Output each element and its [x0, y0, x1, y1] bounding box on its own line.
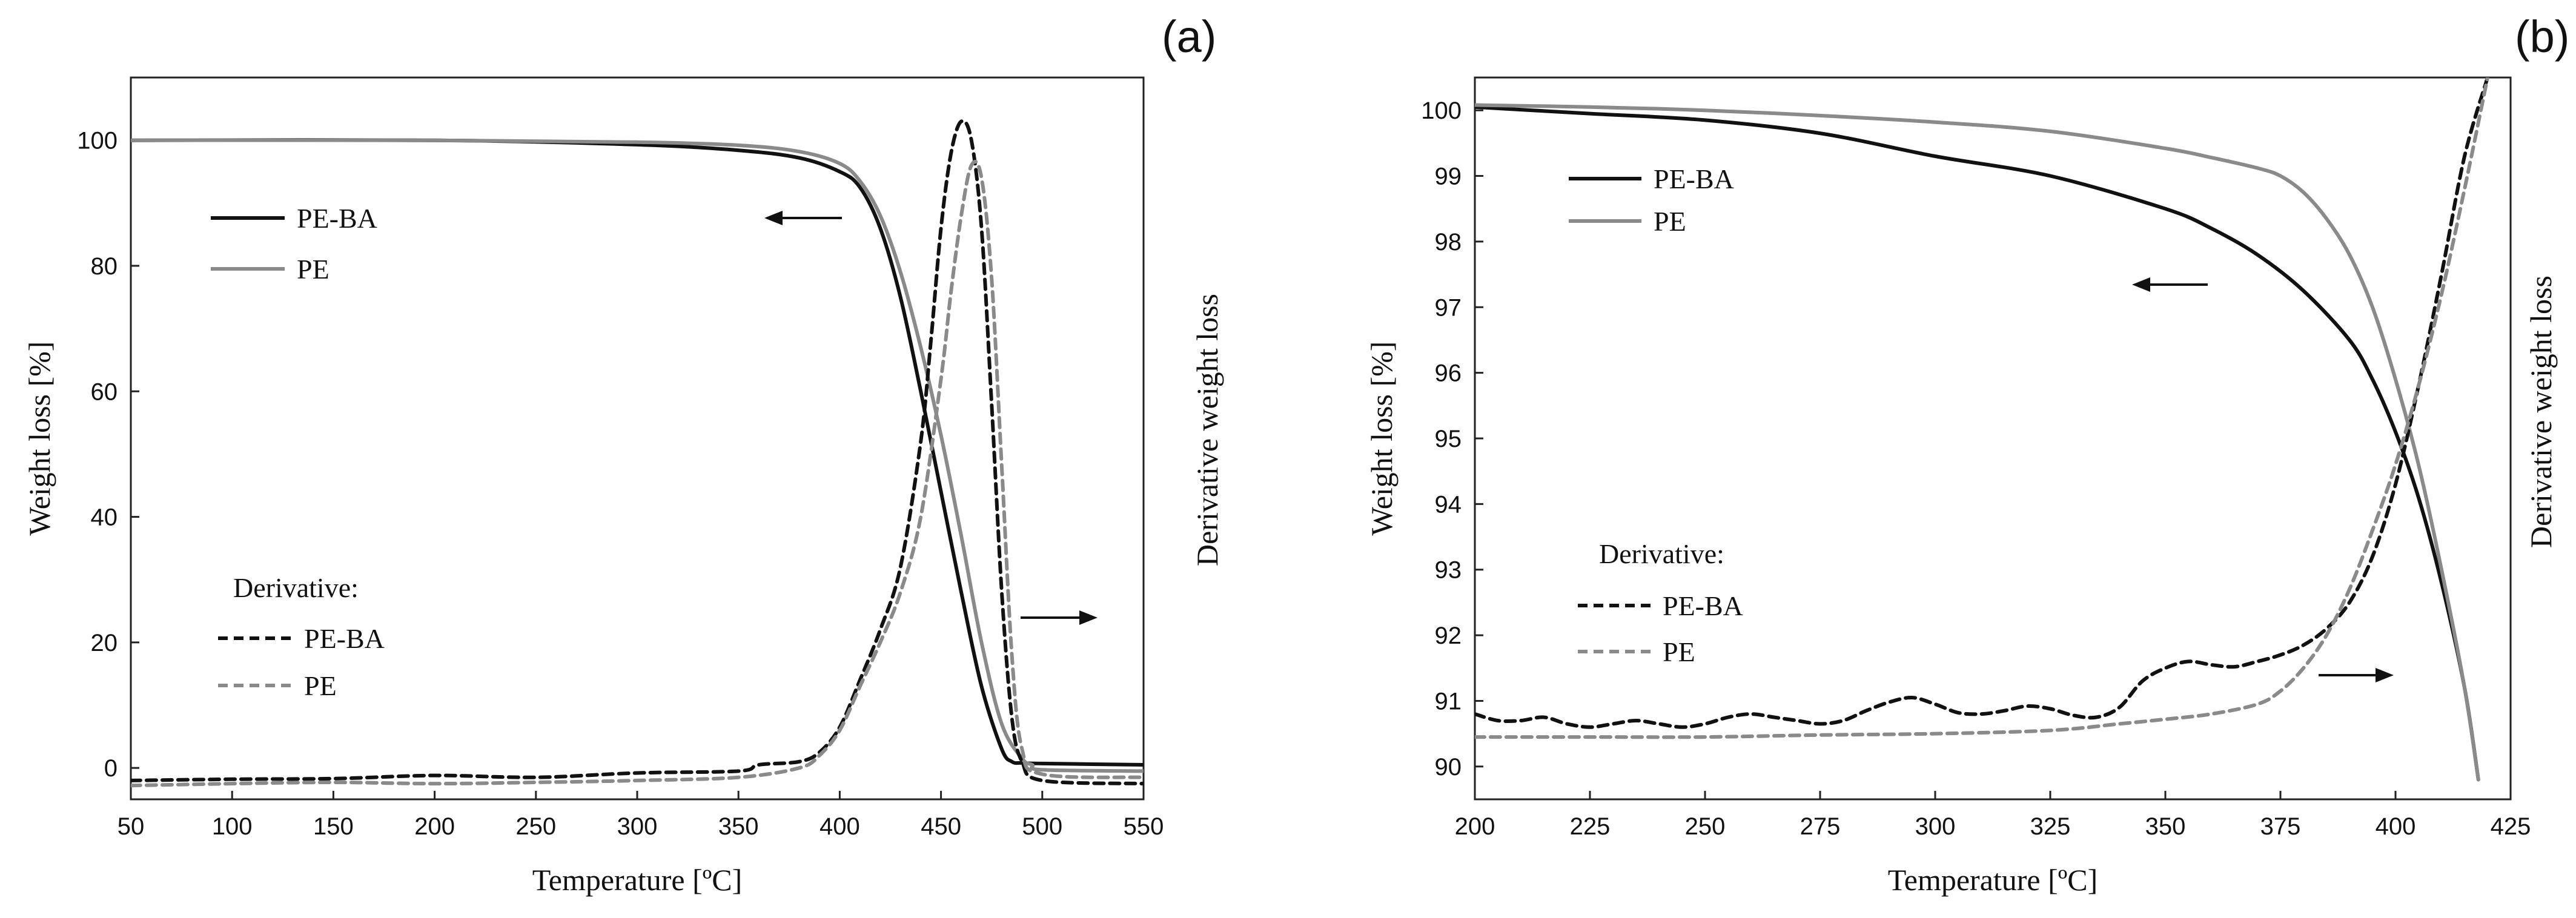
panel-a-x-tick-label: 250 — [515, 813, 556, 840]
panel-b-x-tick-label: 275 — [1800, 813, 1841, 840]
panel-b-y-tick-label: 92 — [1435, 622, 1462, 649]
legend-label-pe-ba-weight: PE-BA — [297, 203, 377, 234]
panel-a-legend-derivative: Derivative: PE-BA PE — [218, 572, 385, 701]
panel-a-x-tick-label: 450 — [921, 813, 961, 840]
panel-b-y2-axis-title: Derivative weight loss — [2524, 276, 2558, 548]
panel-a-series-pe-ba-derivative — [131, 119, 1144, 786]
panel-a-axis-ticks: 50 100 150 200 250 300 350 400 450 500 550 0 20 40 60 8… — [77, 128, 1164, 840]
legend-label-pe-derivative: PE — [304, 670, 337, 701]
panel-b-arrow-left — [2132, 277, 2208, 292]
legend-label-pe-weight: PE — [297, 254, 329, 285]
panel-b-series-pe-weight-loss — [1475, 103, 2480, 782]
panel-a-y-tick-label: 20 — [91, 630, 118, 656]
legend-label-pe-ba-weight: PE-BA — [1654, 163, 1734, 194]
panel-a-y-tick-label: 80 — [91, 253, 118, 280]
legend-label-pe-ba-derivative: PE-BA — [304, 623, 385, 654]
panel-a-arrow-left — [764, 211, 842, 225]
panel-b-y-tick-label: 90 — [1435, 754, 1462, 781]
panel-a-x-axis-title: Temperature [ºC] — [532, 863, 743, 897]
panel-b-axis-ticks: 200 225 250 275 300 325 350 375 400 425 90 91 92 93 94… — [1421, 97, 2531, 840]
panel-a-x-tick-label: 150 — [313, 813, 354, 840]
panel-b-y-tick-label: 97 — [1435, 294, 1462, 321]
panel-a-series-pe-derivative — [131, 159, 1144, 788]
panel-a-label: (a) — [1162, 12, 1216, 62]
legend-derivative-title: Derivative: — [1599, 538, 1724, 569]
panel-b-x-axis-title: Temperature [ºC] — [1888, 863, 2098, 897]
panel-a-chart: 50 100 150 200 250 300 350 400 450 500 550 0 20 40 60 8… — [22, 12, 1224, 897]
panel-b-y-tick-label: 93 — [1435, 557, 1462, 584]
panel-b-y-tick-label: 95 — [1435, 426, 1462, 452]
panel-b-x-tick-label: 375 — [2260, 813, 2301, 840]
panel-a-series-pe-weight-loss — [131, 138, 1144, 773]
panel-b-series-pe-ba-derivative — [1475, 78, 2489, 729]
panel-b-x-tick-label: 425 — [2491, 813, 2531, 840]
panel-a-x-tick-label: 300 — [617, 813, 658, 840]
panel-a-y2-axis-title: Derivative weight loss — [1190, 294, 1224, 566]
legend-label-pe-weight: PE — [1654, 206, 1686, 237]
legend-label-pe-derivative: PE — [1663, 636, 1695, 667]
panel-b-y-tick-label: 96 — [1435, 360, 1462, 387]
panel-b-label: (b) — [2515, 12, 2569, 62]
panel-a-x-tick-label: 550 — [1124, 813, 1164, 840]
panel-b-x-tick-label: 250 — [1685, 813, 1726, 840]
panel-b-legend-derivative: Derivative: PE-BA PE — [1578, 538, 1743, 667]
panel-a-x-tick-label: 350 — [718, 813, 759, 840]
panel-a-legend-weight: PE-BA PE — [211, 203, 377, 285]
panel-b-plot-frame — [1474, 76, 2512, 801]
panel-a-y-tick-label: 100 — [77, 128, 118, 154]
panel-a-x-tick-label: 400 — [819, 813, 860, 840]
panel-a-arrow-right — [1021, 610, 1098, 625]
panel-b-y-tick-label: 98 — [1435, 229, 1462, 256]
panel-b-series-pe-derivative — [1475, 78, 2489, 739]
panel-b-x-tick-label: 325 — [2030, 813, 2071, 840]
panel-a-series-pe-ba-weight-loss — [131, 138, 1144, 767]
panel-a-x-tick-label: 500 — [1022, 813, 1062, 840]
panel-b-series-pe-ba-weight-loss — [1475, 105, 2480, 782]
panel-a-y-tick-label: 0 — [104, 755, 118, 782]
panel-a-y-tick-label: 60 — [91, 378, 118, 405]
panel-a-x-tick-label: 200 — [414, 813, 455, 840]
legend-label-pe-ba-derivative: PE-BA — [1663, 590, 1743, 621]
panel-b-y-tick-label: 99 — [1435, 163, 1462, 190]
panel-b-x-tick-label: 200 — [1455, 813, 1495, 840]
panel-a-x-tick-label: 100 — [212, 813, 253, 840]
panel-b-x-tick-label: 350 — [2145, 813, 2186, 840]
panel-b-x-tick-label: 225 — [1570, 813, 1611, 840]
panel-a-x-tick-label: 50 — [118, 813, 145, 840]
panel-b-x-tick-label: 400 — [2376, 813, 2416, 840]
panel-a-y-tick-label: 40 — [91, 504, 118, 531]
panel-a-series-group — [131, 119, 1144, 788]
panel-b-x-tick-label: 300 — [1915, 813, 1956, 840]
panel-b-series-group — [1475, 78, 2489, 782]
panel-b-chart: 200 225 250 275 300 325 350 375 400 425 90 91 92 93 94… — [1365, 12, 2569, 897]
panel-b-legend-weight: PE-BA PE — [1569, 163, 1734, 237]
panel-b-y-tick-label: 94 — [1435, 491, 1462, 518]
panel-b-arrow-right — [2319, 668, 2394, 682]
panel-a-y-axis-title: Weight loss [%] — [22, 342, 56, 536]
panel-b-y-tick-label: 100 — [1421, 97, 1462, 124]
panel-b-y-tick-label: 91 — [1435, 688, 1462, 715]
panel-b-y-axis-title: Weight loss [%] — [1365, 342, 1399, 536]
legend-derivative-title: Derivative: — [233, 572, 359, 603]
